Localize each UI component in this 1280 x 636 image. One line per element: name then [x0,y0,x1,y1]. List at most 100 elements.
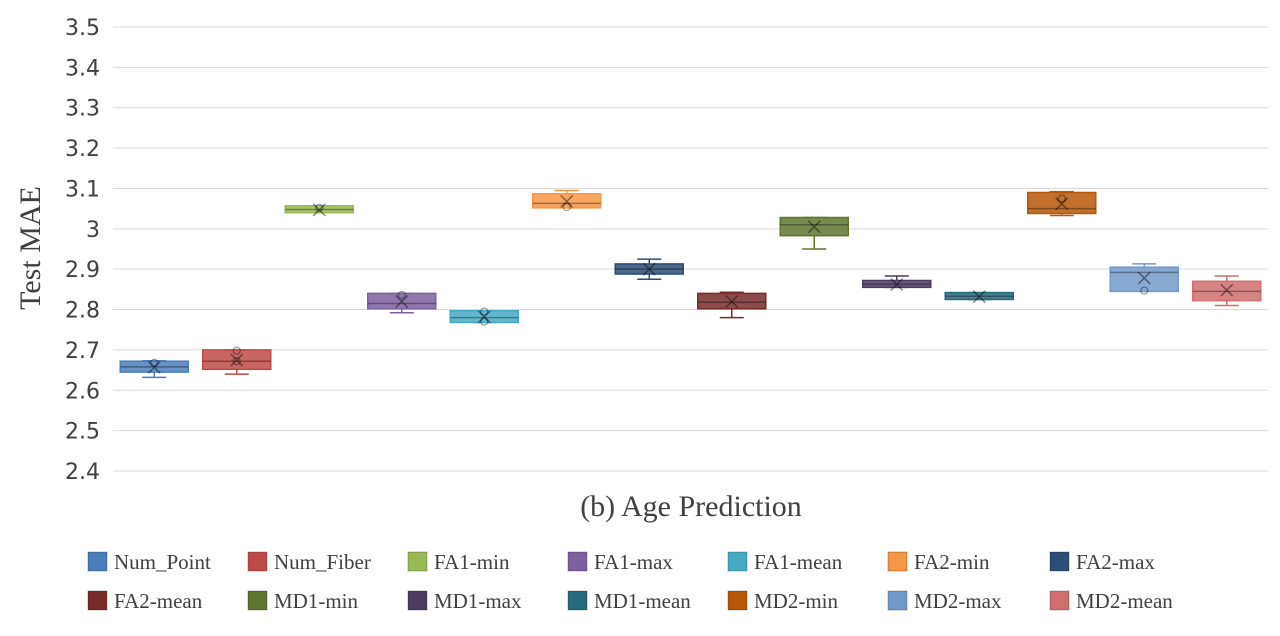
legend-label: FA2-max [1076,550,1155,574]
legend-item: MD1-min [247,589,359,613]
legend-label: FA1-max [594,550,673,574]
legend-item: MD2-mean [1049,589,1173,613]
y-axis-ticks: 2.4 2.5 2.6 2.7 2.8 2.9 3 3.1 3.2 3.3 3.4 3.5 [65,16,100,485]
iqr-box [1192,280,1262,302]
legend-swatch [247,590,268,611]
x-axis-title: (b) Age Prediction [580,490,802,523]
mean-marker [230,353,244,367]
box-fa1-mean [449,307,519,326]
box-fa2-min [532,189,602,212]
legend-label: MD1-min [274,589,359,613]
mean-marker [560,194,574,208]
legend-label: MD2-min [754,589,839,613]
legend-label: MD1-mean [594,589,691,613]
y-tick-label: 3.5 [65,16,100,41]
legend-item: Num_Fiber [247,550,371,574]
y-tick-label: 2.4 [65,460,100,485]
iqr-box [532,192,602,209]
legend-label: MD2-max [914,589,1002,613]
data-point [232,346,241,355]
iqr-box [1109,266,1179,293]
legend-label: Num_Fiber [274,550,371,574]
legend-swatch [567,551,588,572]
iqr-box [367,292,437,310]
data-point [480,307,489,316]
iqr-box [202,349,272,371]
y-tick-label: 2.6 [65,379,100,404]
y-tick-label: 2.9 [65,258,100,283]
y-tick-label: 3 [86,218,100,243]
box-md2-min [1027,190,1097,217]
y-tick-label: 2.7 [65,339,100,364]
legend-item: MD2-max [887,589,1002,613]
y-tick-label: 3.1 [65,177,100,202]
gridlines [113,26,1268,472]
legend-item: FA1-min [407,550,510,574]
legend-label: MD1-max [434,589,522,613]
mean-marker [395,294,409,309]
mean-marker [312,203,326,217]
legend-item: MD1-mean [567,589,691,613]
legend-swatch [247,551,268,572]
iqr-box [284,205,354,214]
data-point [315,203,324,212]
mean-marker [725,294,739,309]
iqr-box [614,263,684,275]
legend: Num_Point Num_Fiber FA1-min FA1-max FA1-mean… [87,550,1173,613]
legend-item: FA1-max [567,550,673,574]
y-tick-label: 3.4 [65,56,100,81]
boxes [119,189,1262,379]
y-tick-label: 3.3 [65,97,100,122]
legend-label: FA2-mean [114,589,203,613]
legend-swatch [887,590,908,611]
box-fa2-mean [697,291,767,319]
mean-marker [1137,271,1151,285]
y-tick-label: 2.8 [65,299,100,324]
legend-item: FA1-mean [727,550,843,574]
iqr-box [944,291,1014,301]
legend-label: Num_Point [114,550,211,574]
mean-marker [642,262,656,276]
data-point [1140,286,1149,295]
y-tick-label: 3.2 [65,137,100,162]
legend-label: FA2-min [914,550,990,574]
legend-swatch [1049,551,1070,572]
legend-item: MD1-max [407,589,522,613]
legend-swatch [727,590,748,611]
legend-swatch [887,551,908,572]
legend-item: FA2-min [887,550,990,574]
iqr-box [697,292,767,310]
box-md1-min [779,216,849,250]
mean-marker [147,360,161,374]
legend-swatch [87,551,108,572]
mean-marker [890,277,904,292]
legend-swatch [407,551,428,572]
legend-swatch [727,551,748,572]
box-num-point [119,358,189,379]
box-md1-max [862,275,932,292]
legend-label: MD2-mean [1076,589,1173,613]
box-num-fiber [202,346,272,375]
legend-swatch [87,590,108,611]
data-point [1057,194,1066,203]
legend-label: FA1-mean [754,550,843,574]
data-point [232,357,241,366]
mean-marker [807,220,821,234]
mean-marker [477,310,491,324]
box-md2-mean [1192,275,1262,307]
legend-swatch [567,590,588,611]
legend-item: FA2-mean [87,589,203,613]
data-point [480,317,489,326]
data-point [397,290,406,300]
box-fa1-max [367,290,437,314]
box-fa2-max [614,258,684,281]
mean-marker [1220,283,1234,297]
y-tick-label: 2.5 [65,420,100,445]
legend-item: Num_Point [87,550,211,574]
data-point [562,202,571,212]
y-axis-title: Test MAE [14,186,47,310]
box-md1-mean [944,290,1014,304]
iqr-box [119,360,189,373]
box-md2-max [1109,263,1179,295]
